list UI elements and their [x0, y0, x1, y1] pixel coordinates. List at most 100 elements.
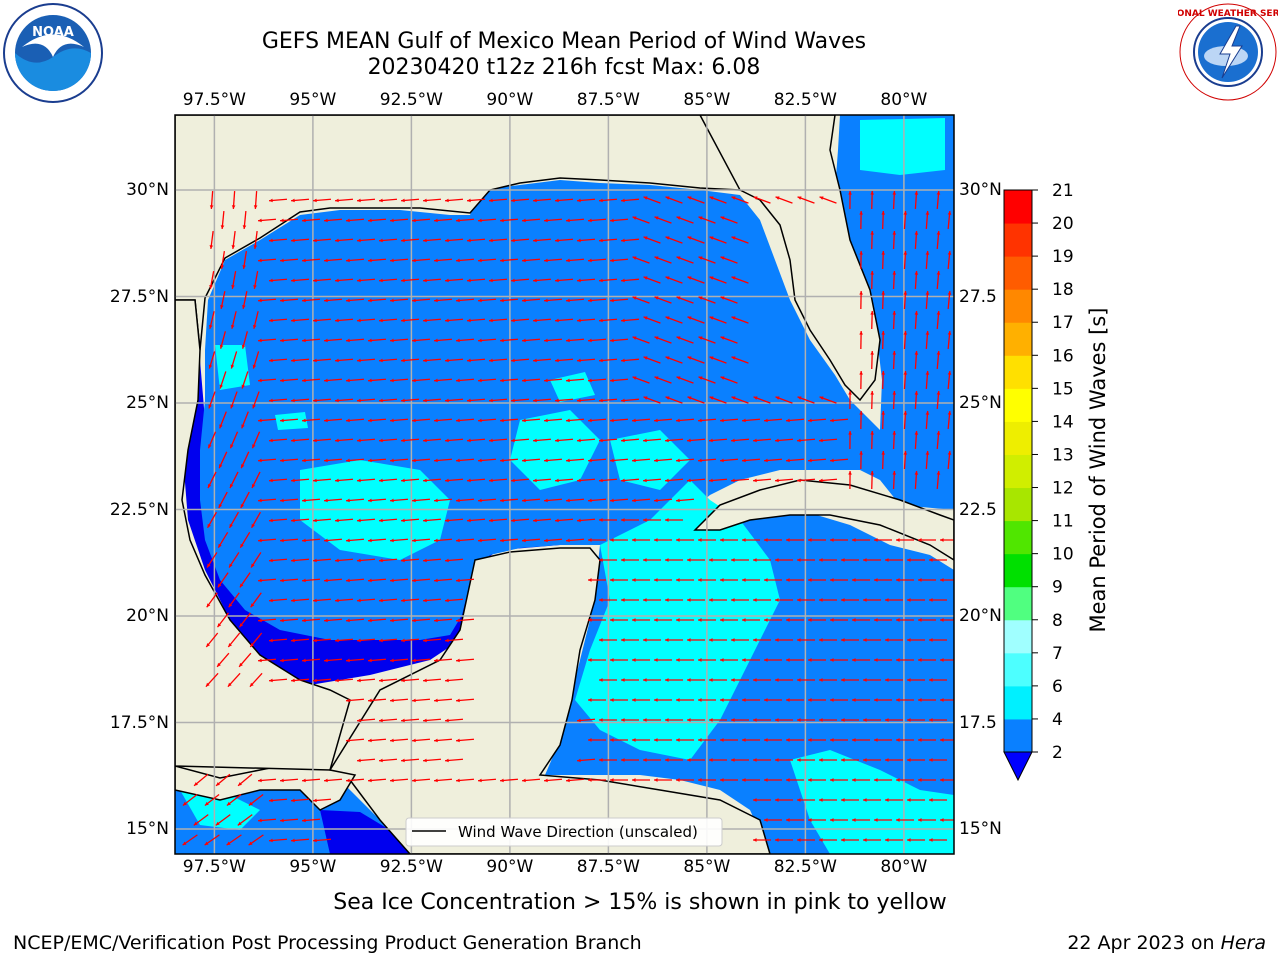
wind-arrow [731, 316, 749, 324]
wind-arrow [896, 778, 914, 782]
wind-arrow [914, 350, 919, 370]
tick-label: 82.5°W [773, 857, 837, 877]
wind-arrow [334, 478, 354, 483]
wind-arrow [312, 558, 332, 563]
wind-arrow [819, 678, 837, 682]
wind-arrow [742, 738, 760, 742]
wind-arrow [599, 758, 617, 762]
wind-arrow [764, 538, 782, 542]
wind-arrow [433, 258, 453, 263]
wind-arrow [881, 210, 886, 230]
wind-arrow [565, 338, 585, 343]
tick-label: 80°W [880, 857, 928, 877]
wind-arrow [665, 356, 683, 364]
date-stamp: 22 Apr 2023 on Hera [1067, 932, 1266, 954]
wind-arrow [477, 298, 497, 303]
wind-arrow [609, 418, 629, 423]
wind-arrow [708, 478, 728, 483]
wind-arrow [477, 338, 497, 343]
wind-arrow [367, 218, 387, 223]
wind-arrow [907, 558, 925, 562]
wind-arrow [217, 572, 229, 588]
wind-arrow [654, 216, 672, 224]
wind-arrow [786, 618, 804, 622]
wind-arrow [632, 336, 650, 344]
wind-arrow [863, 598, 881, 602]
wind-arrow [455, 498, 475, 503]
wind-arrow [709, 236, 727, 244]
wind-arrow [830, 738, 848, 742]
wind-arrow [268, 398, 288, 403]
wind-arrow [411, 538, 431, 543]
wind-arrow [510, 198, 530, 203]
wind-arrow [323, 338, 343, 343]
wind-arrow [620, 398, 640, 403]
wind-arrow [709, 356, 727, 364]
wind-arrow [830, 578, 848, 582]
wind-arrow [764, 618, 782, 622]
wind-arrow [565, 298, 585, 303]
colorbar-segment [1004, 289, 1032, 323]
mexico-west-land [175, 299, 351, 771]
wind-arrow [620, 198, 640, 203]
wind-arrow [892, 390, 897, 410]
wind-arrow [786, 578, 804, 582]
wind-arrow [665, 316, 683, 324]
wind-arrow [925, 210, 930, 230]
wind-arrow [741, 458, 761, 463]
wind-arrow [576, 718, 596, 723]
wind-arrow [389, 218, 409, 223]
wind-arrow [885, 558, 903, 562]
wind-arrow [896, 538, 914, 542]
wind-arrow [532, 398, 552, 403]
wind-arrow [422, 398, 442, 403]
wind-arrow [466, 278, 486, 283]
wind-arrow [576, 438, 596, 443]
wind-arrow [219, 411, 227, 429]
wind-arrow [687, 396, 705, 404]
wind-arrow [698, 296, 716, 304]
wind-arrow [268, 198, 288, 203]
wind-arrow [632, 376, 650, 384]
wind-arrow [665, 518, 683, 522]
wind-arrow [599, 598, 617, 602]
wind-arrow [665, 236, 683, 244]
yucatan-land [328, 547, 771, 854]
wind-arrow [609, 298, 629, 303]
wind-arrow [874, 738, 892, 742]
wind-arrow [499, 498, 519, 503]
wind-arrow [279, 578, 299, 583]
tick-label: 20°N [959, 606, 1002, 626]
wind-arrow [257, 378, 277, 383]
wind-arrow [499, 298, 519, 303]
colorbar-tick-label: 20 [1052, 214, 1074, 234]
wind-arrow [654, 658, 672, 662]
wind-arrow [620, 318, 640, 323]
wind-arrow [731, 196, 749, 204]
wind-arrow [785, 418, 805, 423]
wind-arrow [698, 336, 716, 344]
wind-arrow [378, 238, 398, 243]
wind-arrow [914, 310, 919, 330]
colorbar-tick-label: 2 [1052, 743, 1063, 763]
wind-arrow [290, 838, 310, 843]
wind-arrow [334, 318, 354, 323]
tick-label: 25°N [959, 393, 1002, 413]
wind-arrow [841, 718, 859, 722]
wind-arrow [925, 290, 930, 310]
wind-arrow [444, 758, 464, 763]
wind-arrow [422, 478, 442, 483]
tick-label: 87.5°W [576, 90, 640, 110]
wind-arrow [859, 410, 863, 430]
wind-arrow [455, 418, 475, 423]
tick-label: 15°N [126, 819, 169, 839]
wind-arrow [466, 438, 486, 443]
wind-arrow [870, 470, 874, 490]
wind-arrow [257, 778, 277, 783]
wind-arrow [870, 190, 874, 210]
wind-arrow [565, 538, 585, 543]
wind-arrow [543, 778, 563, 783]
wind-arrow [242, 251, 248, 269]
wind-arrow [499, 378, 519, 383]
wind-arrow [731, 356, 749, 364]
